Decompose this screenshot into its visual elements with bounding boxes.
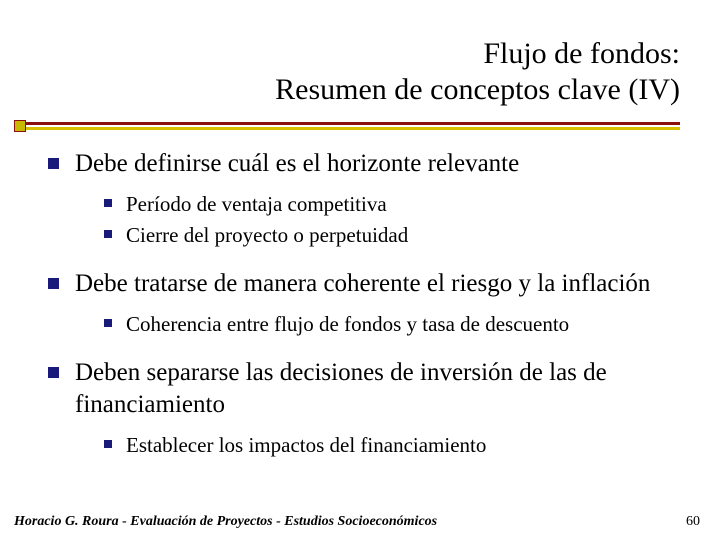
bullet-square-icon <box>104 230 112 238</box>
decorative-square-icon <box>14 120 26 132</box>
list-item: Establecer los impactos del financiamien… <box>104 432 680 458</box>
bullet-square-icon <box>104 440 112 448</box>
title-underline <box>14 122 680 142</box>
sublist: Coherencia entre flujo de fondos y tasa … <box>104 311 680 337</box>
bullet-square-icon <box>48 158 59 169</box>
content-area: Debe definirse cuál es el horizonte rele… <box>48 148 680 462</box>
sublist: Período de ventaja competitiva Cierre de… <box>104 191 680 248</box>
rule-red <box>14 122 680 125</box>
bullet-text: Período de ventaja competitiva <box>126 191 387 217</box>
page-number: 60 <box>686 514 700 530</box>
footer: Horacio G. Roura - Evaluación de Proyect… <box>14 514 700 530</box>
list-item: Período de ventaja competitiva <box>104 191 680 217</box>
bullet-square-icon <box>48 278 59 289</box>
list-item: Debe definirse cuál es el horizonte rele… <box>48 148 680 179</box>
list-item: Cierre del proyecto o perpetuidad <box>104 222 680 248</box>
bullet-text: Establecer los impactos del financiamien… <box>126 432 486 458</box>
bullet-square-icon <box>104 199 112 207</box>
title-line-1: Flujo de fondos: <box>275 36 680 72</box>
slide: Flujo de fondos: Resumen de conceptos cl… <box>0 0 720 540</box>
title-line-2: Resumen de conceptos clave (IV) <box>275 72 680 108</box>
bullet-square-icon <box>48 367 59 378</box>
bullet-square-icon <box>104 319 112 327</box>
bullet-text: Debe tratarse de manera coherente el rie… <box>75 268 650 299</box>
bullet-text: Coherencia entre flujo de fondos y tasa … <box>126 311 569 337</box>
list-item: Deben separarse las decisiones de invers… <box>48 357 680 420</box>
bullet-text: Deben separarse las decisiones de invers… <box>75 357 680 420</box>
bullet-text: Cierre del proyecto o perpetuidad <box>126 222 408 248</box>
sublist: Establecer los impactos del financiamien… <box>104 432 680 458</box>
list-item: Debe tratarse de manera coherente el rie… <box>48 268 680 299</box>
slide-title: Flujo de fondos: Resumen de conceptos cl… <box>275 36 680 108</box>
list-item: Coherencia entre flujo de fondos y tasa … <box>104 311 680 337</box>
footer-author: Horacio G. Roura - Evaluación de Proyect… <box>14 514 437 530</box>
rule-gold <box>14 127 680 130</box>
bullet-text: Debe definirse cuál es el horizonte rele… <box>75 148 519 179</box>
